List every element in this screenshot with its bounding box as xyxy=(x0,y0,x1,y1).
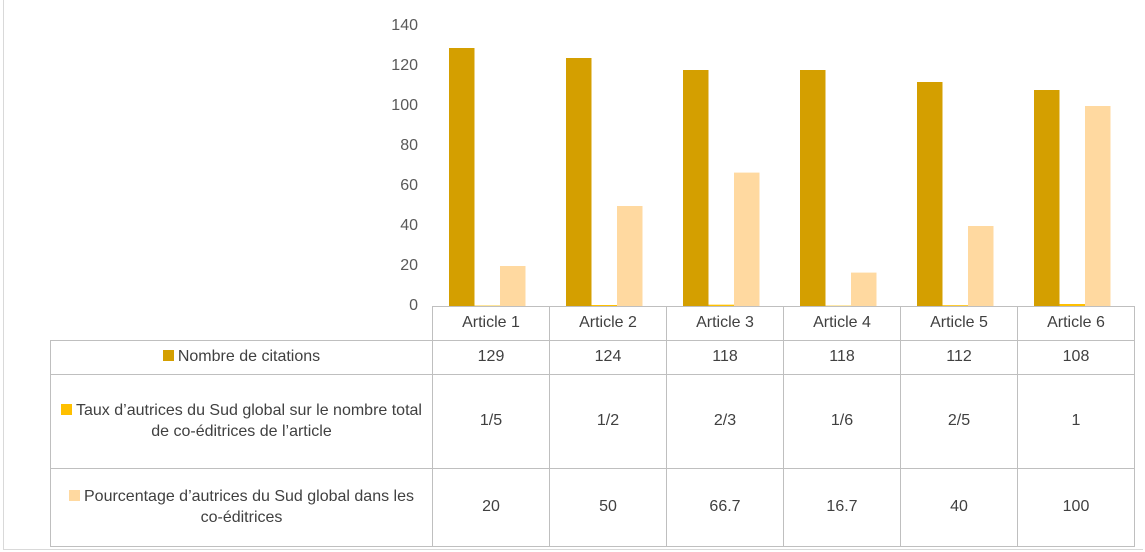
table-cell: 16.7 xyxy=(783,468,901,547)
table-cell: 108 xyxy=(1017,340,1135,375)
cell-text: 118 xyxy=(829,348,855,366)
cell-text: Article 5 xyxy=(930,314,988,332)
cell-text: 112 xyxy=(946,348,972,366)
category-header: Article 2 xyxy=(549,306,667,341)
legend-entry: Nombre de citations xyxy=(50,340,433,375)
y-tick-label: 80 xyxy=(400,137,418,154)
legend-entry: Pourcentage d’autrices du Sud global dan… xyxy=(50,468,433,547)
cell-text: 20 xyxy=(482,498,500,516)
bar xyxy=(968,226,994,306)
y-tick-label: 140 xyxy=(391,17,418,34)
category-header: Article 3 xyxy=(666,306,784,341)
cell-text: Article 3 xyxy=(696,314,754,332)
cell-text: Article 4 xyxy=(813,314,871,332)
y-tick-label: 0 xyxy=(409,297,418,314)
table-cell: 124 xyxy=(549,340,667,375)
cell-text: 1/5 xyxy=(479,412,503,430)
legend-label: Nombre de citations xyxy=(162,347,321,368)
category-header: Article 5 xyxy=(900,306,1018,341)
table-cell: 118 xyxy=(666,340,784,375)
legend-label: Taux d’autrices du Sud global sur le nom… xyxy=(57,401,426,443)
legend-key xyxy=(162,350,174,362)
cell-text: 66.7 xyxy=(709,498,741,516)
table-cell: 100 xyxy=(1017,468,1135,547)
y-tick-label: 100 xyxy=(391,97,418,114)
y-tick-label: 120 xyxy=(391,57,418,74)
cell-text: 129 xyxy=(477,348,505,366)
y-tick-label: 40 xyxy=(400,217,418,234)
bar xyxy=(1034,90,1060,306)
legend-text: Nombre de citations xyxy=(177,348,321,366)
cell-text: Article 6 xyxy=(1047,314,1105,332)
table-cell: 1/6 xyxy=(783,374,901,469)
bar xyxy=(591,305,617,306)
table-cell: 2/3 xyxy=(666,374,784,469)
cell-text: 50 xyxy=(599,498,617,516)
cell-text: 1/2 xyxy=(596,412,620,430)
category-header: Article 1 xyxy=(432,306,550,341)
bar xyxy=(566,58,592,306)
cell-text: Article 1 xyxy=(462,314,520,332)
table-cell: 20 xyxy=(432,468,550,547)
legend-label: Pourcentage d’autrices du Sud global dan… xyxy=(57,487,426,529)
bar xyxy=(500,266,526,306)
table-cell: 40 xyxy=(900,468,1018,547)
cell-text: 108 xyxy=(1062,348,1090,366)
cell-text: Article 2 xyxy=(579,314,637,332)
legend-text: Taux d’autrices du Sud global sur le nom… xyxy=(76,401,422,440)
legend-key xyxy=(61,403,72,415)
cell-text: 1/6 xyxy=(830,412,854,430)
bar xyxy=(1085,106,1111,306)
bar xyxy=(617,206,643,306)
table-cell: 1/5 xyxy=(432,374,550,469)
table-cell: 50 xyxy=(549,468,667,547)
cell-text: 2/5 xyxy=(947,412,971,430)
legend-text: Pourcentage d’autrices du Sud global dan… xyxy=(84,487,414,526)
cell-text: 40 xyxy=(950,498,968,516)
bar xyxy=(917,82,943,306)
chart-frame xyxy=(3,0,1143,550)
cell-text: 124 xyxy=(594,348,622,366)
legend-entry: Taux d’autrices du Sud global sur le nom… xyxy=(50,374,433,469)
table-cell: 66.7 xyxy=(666,468,784,547)
bar xyxy=(708,304,734,306)
cell-text: 2/3 xyxy=(713,412,737,430)
cell-text: 1 xyxy=(1071,412,1081,430)
bar xyxy=(449,48,475,306)
bar xyxy=(800,70,826,306)
table-cell: 1/2 xyxy=(549,374,667,469)
table-cell: 118 xyxy=(783,340,901,375)
table-cell: 2/5 xyxy=(900,374,1018,469)
bar xyxy=(734,172,760,306)
y-tick-label: 60 xyxy=(400,177,418,194)
table-cell: 1 xyxy=(1017,374,1135,469)
bar xyxy=(942,305,968,306)
category-header: Article 4 xyxy=(783,306,901,341)
bar xyxy=(683,70,709,306)
cell-text: 100 xyxy=(1062,498,1090,516)
category-header: Article 6 xyxy=(1017,306,1135,341)
cell-text: 118 xyxy=(712,348,738,366)
cell-text: 16.7 xyxy=(826,498,858,516)
legend-key xyxy=(69,489,80,501)
table-cell: 112 xyxy=(900,340,1018,375)
bar xyxy=(1059,304,1085,306)
table-cell: 129 xyxy=(432,340,550,375)
bar xyxy=(851,272,877,306)
y-tick-label: 20 xyxy=(400,257,418,274)
